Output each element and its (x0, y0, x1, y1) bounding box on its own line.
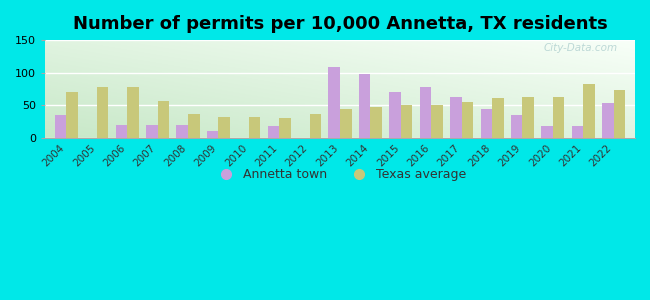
Bar (328, 68, 340, 138)
Text: City-Data.com: City-Data.com (543, 43, 618, 53)
Bar (116, 125, 127, 138)
Title: Number of permits per 10,000 Annetta, TX residents: Number of permits per 10,000 Annetta, TX… (73, 15, 607, 33)
Bar (359, 74, 370, 138)
Bar (340, 109, 352, 138)
Bar (420, 87, 431, 138)
Bar (55, 115, 66, 138)
Bar (602, 103, 614, 138)
Bar (553, 97, 564, 138)
Bar (249, 117, 261, 138)
Bar (389, 92, 401, 138)
Bar (572, 126, 583, 138)
Bar (431, 105, 443, 138)
Bar (583, 84, 595, 138)
Bar (97, 87, 109, 138)
Bar (127, 87, 138, 138)
Bar (66, 92, 78, 138)
Bar (450, 97, 461, 138)
Bar (268, 126, 280, 138)
Bar (146, 125, 157, 138)
Bar (492, 98, 504, 138)
Bar (462, 102, 473, 138)
Legend: Annetta town, Texas average: Annetta town, Texas average (209, 164, 472, 186)
Bar (218, 117, 230, 138)
Bar (523, 97, 534, 138)
Bar (207, 131, 218, 138)
Bar (157, 101, 169, 138)
Bar (480, 109, 492, 138)
Bar (280, 118, 291, 138)
Bar (309, 114, 321, 138)
Bar (541, 126, 553, 138)
Bar (614, 90, 625, 138)
Bar (511, 115, 523, 138)
Bar (176, 125, 188, 138)
Bar (401, 105, 412, 138)
Bar (370, 107, 382, 138)
Bar (188, 114, 200, 138)
